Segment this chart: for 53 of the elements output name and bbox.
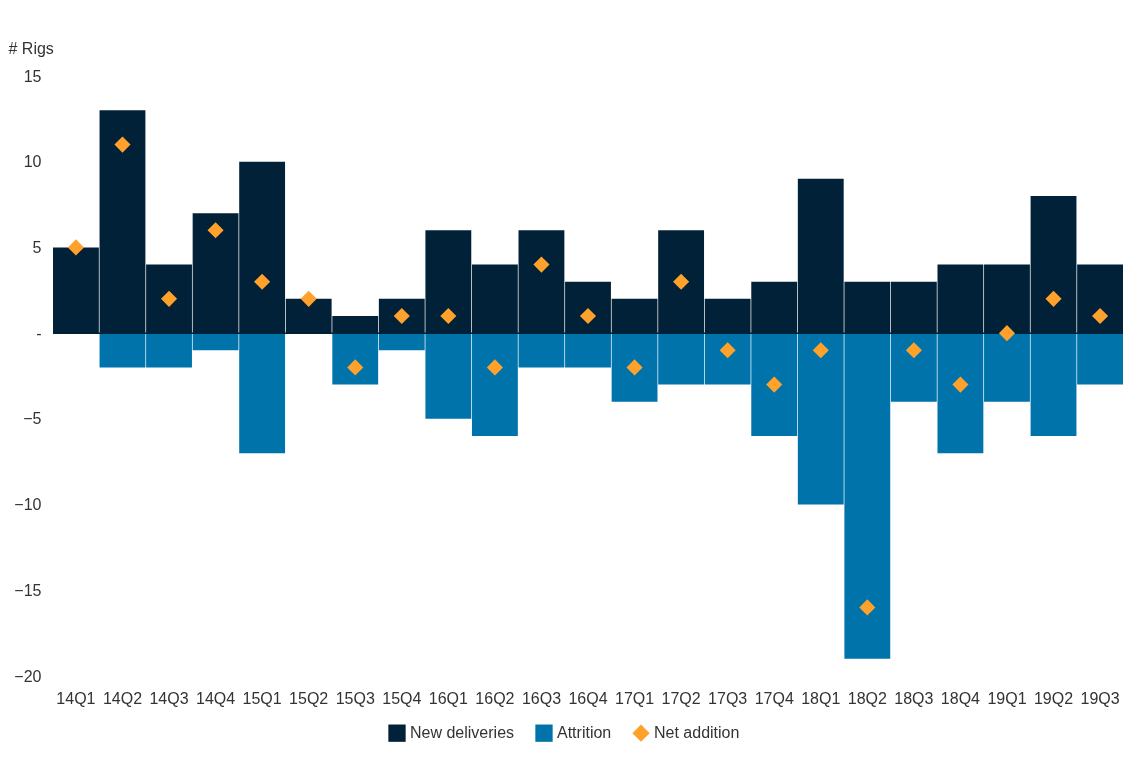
x-tick-label: 14Q3 (149, 689, 189, 707)
y-tick-label: −5 (23, 410, 42, 428)
point (812, 342, 829, 359)
point (207, 222, 224, 239)
y-tick-label: 15 (23, 67, 42, 85)
x-tick-label: 16Q3 (521, 689, 562, 707)
x-tick-label: 14Q2 (102, 689, 143, 707)
point (905, 342, 922, 359)
y-axis-title: # Rigs (8, 39, 54, 57)
x-tick-label: 17Q2 (661, 689, 701, 707)
y-tick-label: 10 (23, 153, 42, 171)
y-tick-label: −20 (14, 667, 42, 685)
point (766, 376, 783, 393)
x-tick-label: 15Q1 (242, 689, 282, 707)
point (719, 342, 736, 359)
point (486, 359, 503, 376)
x-tick-label: 19Q2 (1033, 689, 1074, 707)
x-tick-label: 19Q1 (987, 689, 1027, 707)
y-tick-label: −15 (14, 581, 42, 599)
legend-label: Attrition (557, 724, 612, 742)
point (254, 273, 271, 290)
x-tick-label: 15Q4 (382, 689, 422, 707)
point (114, 136, 131, 153)
x-tick-label: 17Q1 (614, 689, 655, 707)
x-tick-label: 15Q2 (289, 689, 329, 707)
x-tick-label: 18Q3 (894, 689, 934, 707)
x-tick-label: 14Q4 (196, 689, 236, 707)
point (859, 599, 876, 616)
y-tick-label: - (36, 324, 42, 342)
x-tick-label: 19Q3 (1080, 689, 1120, 707)
x-tick-label: 17Q3 (708, 689, 748, 707)
x-tick-label: 14Q1 (56, 689, 96, 707)
x-tick-label: 15Q3 (335, 689, 375, 707)
x-tick-label: 18Q1 (801, 689, 841, 707)
point (440, 307, 457, 325)
point (1045, 290, 1062, 307)
point (952, 376, 969, 393)
legend-label: New deliveries (410, 724, 515, 742)
point (67, 239, 84, 256)
x-tick-label: 16Q1 (428, 689, 469, 707)
x-tick-label: 18Q4 (940, 689, 981, 707)
point (1092, 307, 1109, 325)
x-tick-label: 16Q2 (475, 689, 515, 707)
y-tick-label: 5 (32, 238, 42, 256)
x-tick-label: 16Q4 (568, 689, 608, 707)
legend-label: Net addition (654, 724, 740, 742)
x-tick-label: 18Q2 (847, 689, 887, 707)
point (673, 273, 690, 290)
point (533, 256, 550, 273)
point (998, 325, 1016, 342)
x-tick-label: 17Q4 (754, 689, 794, 707)
point (300, 290, 317, 307)
y-tick-label: −10 (14, 496, 42, 514)
